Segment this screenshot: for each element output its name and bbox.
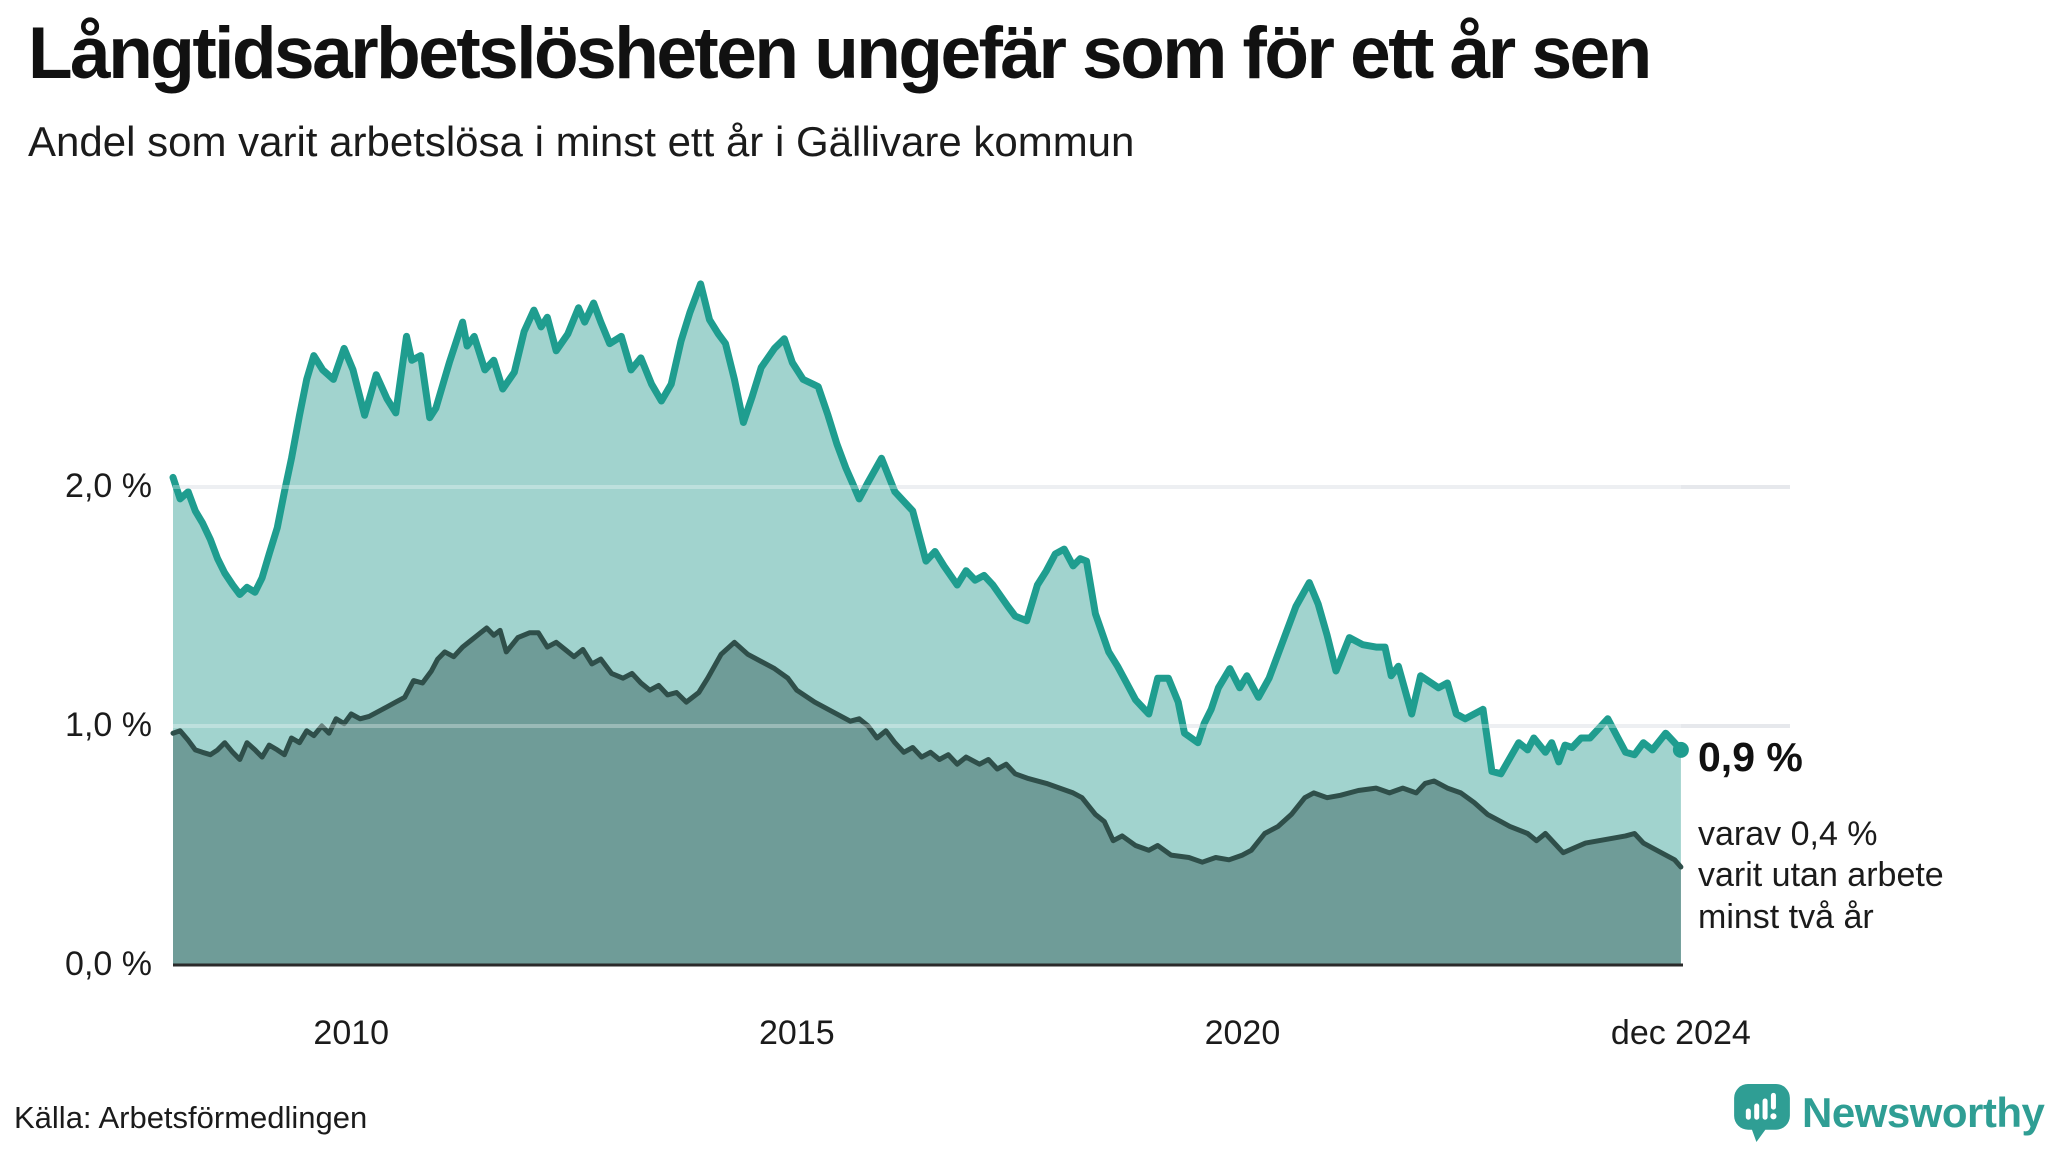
endpoint-note: varav 0,4 % varit utan arbete minst två år — [1698, 814, 1944, 938]
newsworthy-logo-icon — [1734, 1084, 1790, 1142]
x-tick-label: 2010 — [313, 1014, 390, 1052]
y-tick-label: 2,0 % — [65, 467, 152, 505]
endpoint-value-label: 0,9 % — [1698, 734, 1803, 780]
endpoint-note-line: minst två år — [1698, 897, 1874, 936]
line-series-0 — [169, 280, 1685, 778]
series-end-dot — [1672, 741, 1689, 758]
line-series-1 — [170, 625, 1684, 870]
x-tick-label: 2015 — [758, 1014, 835, 1052]
area-series-1 — [173, 628, 1681, 965]
page-title: Långtidsarbetslösheten ungefär som för e… — [28, 14, 1652, 94]
x-tick-label: 2020 — [1204, 1014, 1281, 1052]
page-subtitle: Andel som varit arbetslösa i minst ett å… — [28, 118, 1135, 165]
endpoint-note-line: varav 0,4 % — [1698, 815, 1878, 853]
newsworthy-wordmark: Newsworthy — [1802, 1089, 2045, 1136]
y-tick-label: 0,0 % — [65, 945, 152, 983]
newsworthy-branding: Newsworthy — [1734, 1084, 2045, 1142]
source-credit: Källa: Arbetsförmedlingen — [14, 1100, 368, 1135]
y-tick-label: 1,0 % — [65, 706, 152, 744]
x-tick-label: dec 2024 — [1610, 1014, 1751, 1052]
endpoint-note-line: varit utan arbete — [1698, 856, 1944, 895]
